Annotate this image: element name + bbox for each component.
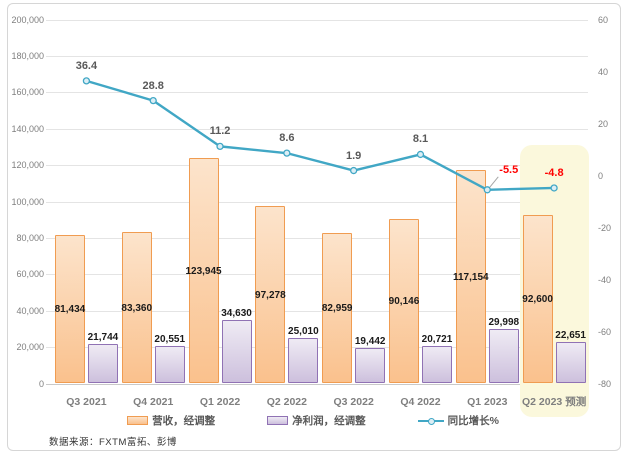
revenue-bar-label: 123,945 — [185, 265, 222, 277]
growth-line-label: 1.9 — [346, 149, 362, 162]
y-axis-right-label: -20 — [598, 222, 612, 233]
y-axis-right-label: -40 — [598, 274, 612, 285]
net-profit-bar-label: 22,651 — [555, 330, 586, 342]
x-axis-label: Q4 2022 — [400, 396, 441, 408]
net-profit-bar — [421, 345, 452, 384]
net-profit-swatch — [267, 416, 289, 425]
legend-label: 净利润，经调整 — [292, 415, 366, 427]
net-profit-bar-label: 34,630 — [221, 308, 252, 320]
y-axis-right-label: -60 — [598, 326, 612, 337]
legend-item-net-profit: 净利润，经调整 — [267, 413, 366, 428]
y-axis-left-label: 40,000 — [16, 305, 44, 316]
growth-line-label: 36.4 — [75, 59, 98, 72]
gridline — [46, 310, 588, 312]
y-axis-left-label: 200,000 — [11, 14, 44, 25]
growth-line-label: 8.1 — [412, 133, 429, 146]
gridline — [46, 19, 588, 21]
x-axis-line — [46, 383, 588, 385]
gridline — [46, 128, 588, 130]
net-profit-bar-label: 29,998 — [488, 316, 520, 328]
net-profit-bar-label: 20,551 — [154, 334, 186, 346]
revenue-bar-label: 97,278 — [255, 289, 286, 301]
x-axis-label: Q2 2022 — [266, 396, 307, 408]
growth-line-label: 11.2 — [209, 125, 231, 138]
revenue-bar — [388, 219, 419, 384]
revenue-bar-label: 83,360 — [121, 302, 153, 314]
legend-item-growth: 同比增长% — [417, 413, 499, 428]
legend-item-revenue: 营收，经调整 — [127, 413, 215, 428]
gridline — [46, 237, 588, 239]
net-profit-bar-label: 25,010 — [288, 325, 319, 337]
net-profit-bar-label: 19,442 — [354, 336, 386, 348]
y-axis-left-label: 0 — [38, 378, 44, 389]
x-axis-label: Q1 2023 — [467, 396, 508, 408]
net-profit-bar — [221, 320, 252, 384]
x-axis-label: Q4 2021 — [133, 396, 174, 408]
gridline — [46, 55, 588, 57]
y-axis-left-label: 140,000 — [11, 123, 44, 134]
revenue-bar — [121, 231, 152, 384]
net-profit-bar-label: 21,744 — [87, 331, 119, 343]
legend-label: 营收，经调整 — [152, 415, 216, 427]
net-profit-bar — [154, 346, 185, 384]
y-axis-left-label: 120,000 — [11, 160, 44, 171]
revenue-bar — [54, 235, 85, 384]
revenue-bar — [188, 157, 219, 384]
revenue-bar-label: 90,146 — [388, 296, 420, 308]
revenue-bar-label: 117,154 — [452, 271, 489, 283]
revenue-bar-label: 92,600 — [522, 294, 553, 306]
net-profit-bar — [555, 342, 586, 384]
y-axis-left-label: 80,000 — [16, 232, 44, 243]
net-profit-bar — [355, 348, 386, 384]
legend-label: 同比增长% — [447, 415, 499, 427]
legend: 营收，经调整 净利润，经调整 同比增长% — [8, 413, 618, 428]
y-axis-right-label: 60 — [598, 14, 609, 25]
net-profit-bar — [488, 328, 519, 384]
y-axis-left-label: 180,000 — [11, 50, 44, 61]
revenue-bar-label: 81,434 — [54, 304, 86, 316]
x-axis-label: Q2 2023 预测 — [521, 396, 587, 408]
x-axis-label: Q3 2022 — [333, 396, 374, 408]
gridline — [46, 274, 588, 276]
revenue-swatch — [127, 416, 149, 425]
net-profit-bar-label: 20,721 — [421, 333, 453, 345]
y-axis-right-label: 40 — [598, 66, 609, 77]
revenue-bar — [522, 214, 553, 384]
growth-line-label: 28.8 — [142, 79, 164, 92]
revenue-bar — [255, 206, 286, 384]
source-note: 数据来源：FXTM富拓、彭博 — [49, 437, 177, 448]
y-axis-left-label: 100,000 — [11, 196, 44, 207]
growth-line-label: 8.6 — [279, 132, 295, 145]
growth-line-label: -5.5 — [499, 163, 519, 176]
gridline — [46, 92, 588, 94]
y-axis-left-label: 20,000 — [16, 342, 44, 353]
growth-line-swatch — [417, 416, 444, 425]
net-profit-bar — [87, 343, 118, 384]
revenue-bar-label: 82,959 — [321, 303, 353, 314]
growth-line-label: -4.8 — [544, 166, 564, 179]
y-axis-left-label: 60,000 — [16, 269, 44, 280]
net-profit-bar — [288, 337, 319, 384]
y-axis-left-label: 160,000 — [11, 87, 44, 98]
revenue-bar — [322, 232, 353, 384]
revenue-bar — [455, 170, 486, 384]
x-axis-label: Q3 2021 — [66, 396, 107, 408]
y-axis-right-label: 20 — [598, 118, 609, 129]
y-axis-right-label: 0 — [598, 170, 604, 181]
y-axis-right-label: -80 — [598, 378, 612, 389]
gridline — [46, 201, 588, 203]
x-axis-label: Q1 2022 — [199, 396, 241, 408]
